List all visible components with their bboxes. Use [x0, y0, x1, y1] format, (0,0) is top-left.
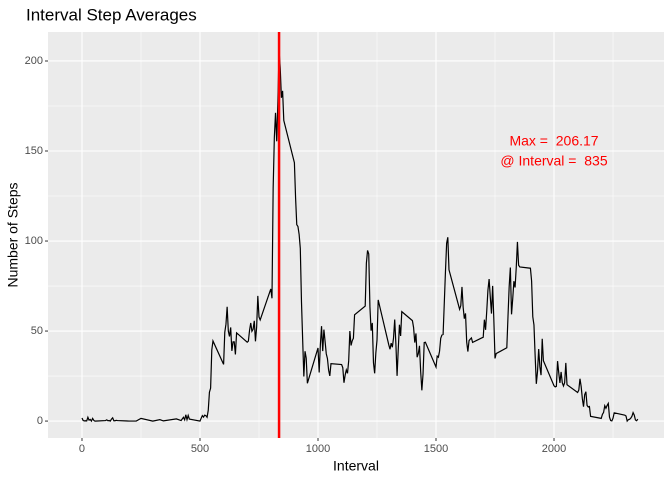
plot-panel [48, 32, 664, 438]
x-tick-label: 500 [191, 443, 209, 455]
x-axis-title: Interval [333, 458, 379, 474]
x-tick-label: 0 [79, 443, 85, 455]
y-tick-label: 100 [25, 235, 43, 247]
y-tick-label: 150 [25, 145, 43, 157]
annotation: Max = 206.17 [509, 133, 598, 149]
x-tick-label: 1000 [306, 443, 330, 455]
y-tick-label: 50 [31, 325, 43, 337]
annotation: @ Interval = 835 [500, 153, 607, 169]
x-tick-label: 1500 [424, 443, 448, 455]
y-axis-title: Number of Steps [5, 182, 21, 287]
chart-title: Interval Step Averages [26, 5, 197, 24]
x-tick-label: 2000 [542, 443, 566, 455]
y-tick-label: 0 [37, 415, 43, 427]
y-tick-label: 200 [25, 55, 43, 67]
data-line [81, 49, 639, 423]
